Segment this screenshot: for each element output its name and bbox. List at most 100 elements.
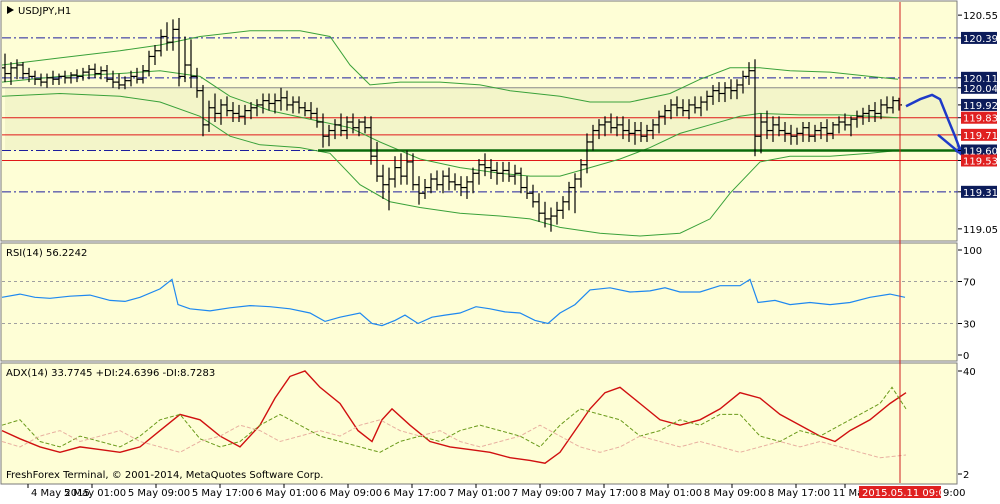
ohlc-bar	[140, 65, 146, 84]
price-label-badge	[961, 144, 997, 157]
time-axis-label: 11 Ma	[833, 488, 864, 499]
price-axis-label: 119.05	[963, 225, 998, 236]
ohlc-bar	[98, 66, 104, 80]
ohlc-bar	[806, 122, 812, 142]
rsi-line	[1, 278, 906, 327]
ohlc-bar	[320, 113, 326, 148]
ohlc-bar	[662, 104, 668, 125]
price-axis-label: 119.92	[963, 101, 998, 112]
ohlc-bar	[302, 102, 308, 117]
ohlc-bar	[212, 93, 218, 122]
ohlc-bar	[812, 124, 818, 142]
ohlc-bar	[572, 173, 578, 214]
range-zone	[5, 87, 957, 151]
ohlc-bar	[362, 116, 368, 134]
ohlc-bar	[218, 99, 224, 125]
bollinger-lower-line	[1, 92, 899, 237]
ohlc-bar	[602, 116, 608, 137]
ohlc-bar	[452, 173, 458, 191]
ohlc-bar	[692, 96, 698, 114]
time-axis-label: 6 May 17:00	[384, 488, 446, 499]
ohlc-bar	[194, 67, 200, 98]
price-axis-label: 119.83	[963, 114, 998, 125]
ohlc-bar	[728, 79, 734, 100]
ohlc-bar	[68, 72, 74, 84]
ohlc-bar	[620, 116, 626, 140]
ohlc-bar	[254, 99, 260, 117]
ohlc-bar	[296, 96, 302, 114]
bollinger-upper-line	[1, 30, 899, 103]
ohlc-bar	[272, 93, 278, 114]
ohlc-bar	[290, 96, 296, 114]
ohlc-bar	[596, 119, 602, 140]
ohlc-bar	[380, 164, 386, 199]
ohlc-bar	[488, 159, 494, 179]
time-axis-label: 8 May 17:00	[768, 488, 830, 499]
ohlc-bar	[38, 73, 44, 87]
current-time-badge	[859, 486, 941, 498]
ohlc-bar	[494, 161, 500, 185]
ohlc-bar	[608, 113, 614, 134]
ohlc-bar	[170, 19, 176, 51]
ohlc-bar	[200, 84, 206, 137]
time-axis-label: 7 May 09:00	[512, 488, 574, 499]
ohlc-bar	[440, 170, 446, 194]
ohlc-bar	[746, 62, 752, 85]
ohlc-bar	[326, 124, 332, 147]
time-axis-label: 5 May 17:00	[192, 488, 254, 499]
ohlc-bar	[524, 176, 530, 199]
ohlc-bar	[686, 99, 692, 120]
ohlc-bar	[104, 65, 110, 83]
ohlc-bar	[314, 107, 320, 128]
ohlc-bar	[854, 110, 860, 128]
ohlc-bar	[404, 150, 410, 185]
ohlc-bar	[110, 70, 116, 88]
ohlc-bar	[50, 70, 56, 85]
symbol-label: USDJPY,H1	[18, 6, 71, 17]
ohlc-bar	[26, 67, 32, 83]
ohlc-bar	[122, 76, 128, 90]
ohlc-bar	[824, 119, 830, 142]
ohlc-bar	[428, 173, 434, 194]
ohlc-bar	[284, 90, 290, 111]
ohlc-bar	[614, 116, 620, 137]
time-axis-trailing-label: 9:00	[943, 488, 965, 499]
ohlc-bar	[536, 193, 542, 222]
ohlc-bar	[422, 179, 428, 199]
ohlc-bar	[506, 161, 512, 182]
time-axis-label: 4 May 2015	[31, 488, 90, 499]
ohlc-bar	[86, 65, 92, 80]
price-label-badge	[961, 154, 997, 167]
time-axis-label: 6 May 01:00	[256, 488, 318, 499]
rsi-panel: 100 70 30 0	[1, 246, 982, 362]
ohlc-bar	[242, 104, 248, 125]
time-axis-label: 5 May 01:00	[64, 488, 126, 499]
ohlc-bar	[128, 70, 134, 87]
ohlc-bar	[584, 133, 590, 174]
adx-label: ADX(14) 33.7745 +DI:24.6396 -DI:8.7283	[6, 368, 215, 379]
ohlc-bar	[650, 119, 656, 140]
ohlc-bar	[722, 82, 728, 103]
ohlc-bar	[782, 122, 788, 142]
ohlc-bar	[788, 124, 794, 145]
ohlc-bar	[182, 36, 188, 83]
ohlc-bar	[836, 116, 842, 134]
time-axis-label: 8 May 09:00	[704, 488, 766, 499]
ohlc-bar	[434, 170, 440, 191]
ohlc-bar	[752, 59, 758, 157]
ohlc-bar	[878, 99, 884, 120]
price-label-badge	[961, 71, 997, 84]
ohlc-bar	[368, 116, 374, 165]
price-axis-label: 119.71	[963, 131, 998, 142]
ohlc-bar	[386, 167, 392, 211]
ohlc-bar	[656, 110, 662, 134]
rsi-label: RSI(14) 56.2242	[6, 248, 87, 259]
ohlc-bar	[464, 176, 470, 199]
ohlc-bar	[278, 87, 284, 111]
ohlc-bar	[512, 164, 518, 185]
ohlc-bar	[866, 104, 872, 122]
adx-panel: 40 2	[1, 367, 976, 481]
ohlc-bar	[644, 124, 650, 142]
